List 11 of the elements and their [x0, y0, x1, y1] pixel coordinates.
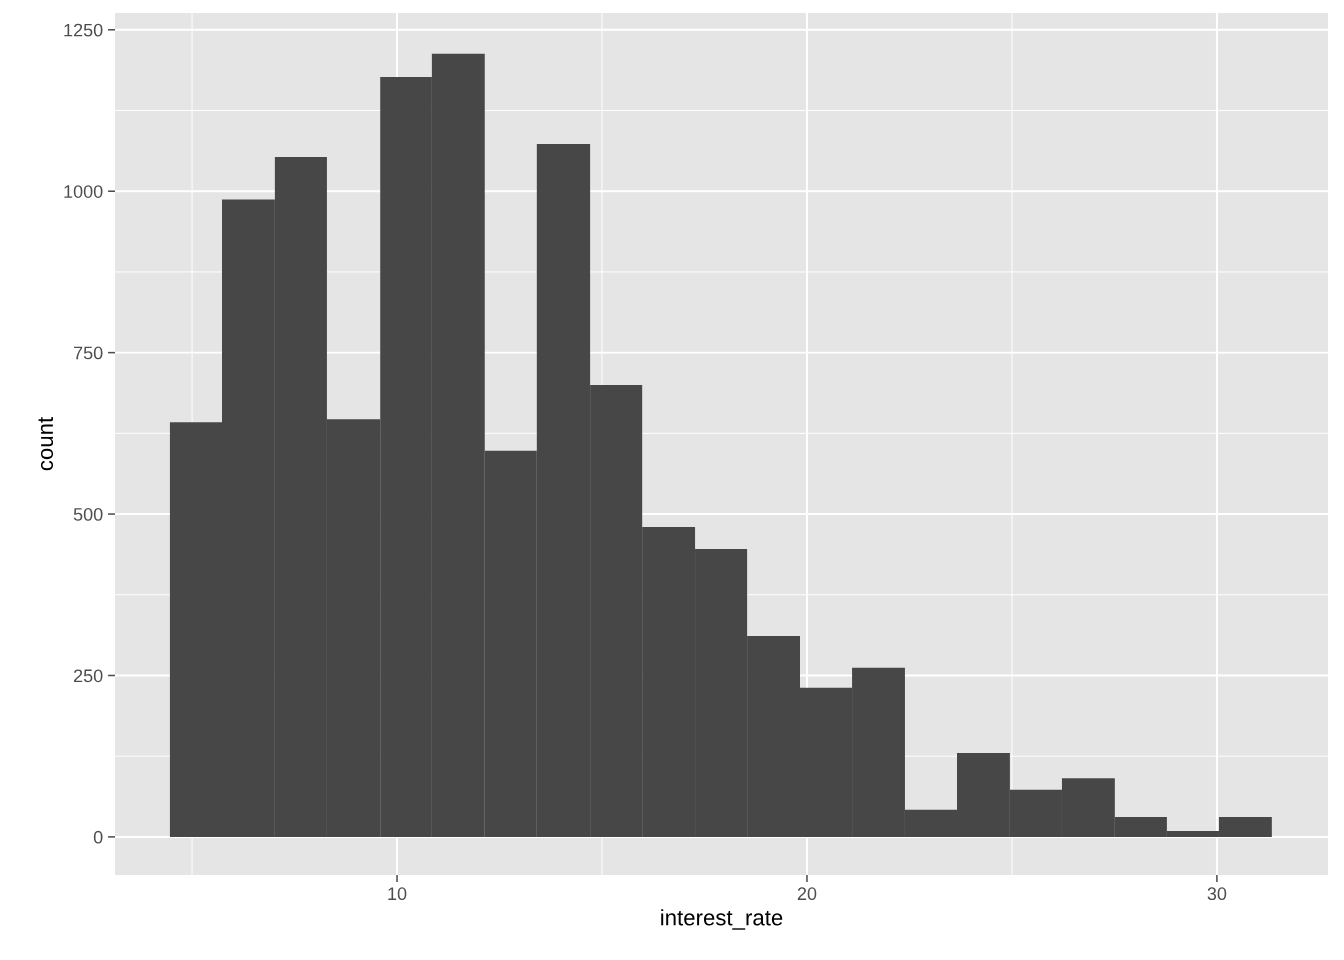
y-tick-label: 0	[93, 830, 103, 844]
y-axis-title: count	[38, 416, 54, 471]
y-tick-label: 1000	[64, 185, 103, 198]
x-tick-label: 30	[1207, 887, 1227, 901]
x-tick-label: 20	[797, 887, 817, 901]
x-tick-label: 10	[388, 887, 407, 901]
y-tick-label: 750	[74, 346, 103, 360]
y-tick-label: 1250	[64, 23, 103, 37]
y-tick-label: 250	[73, 669, 103, 683]
x-axis-title: interest_rate	[661, 909, 783, 930]
y-tick-label: 500	[73, 507, 103, 521]
